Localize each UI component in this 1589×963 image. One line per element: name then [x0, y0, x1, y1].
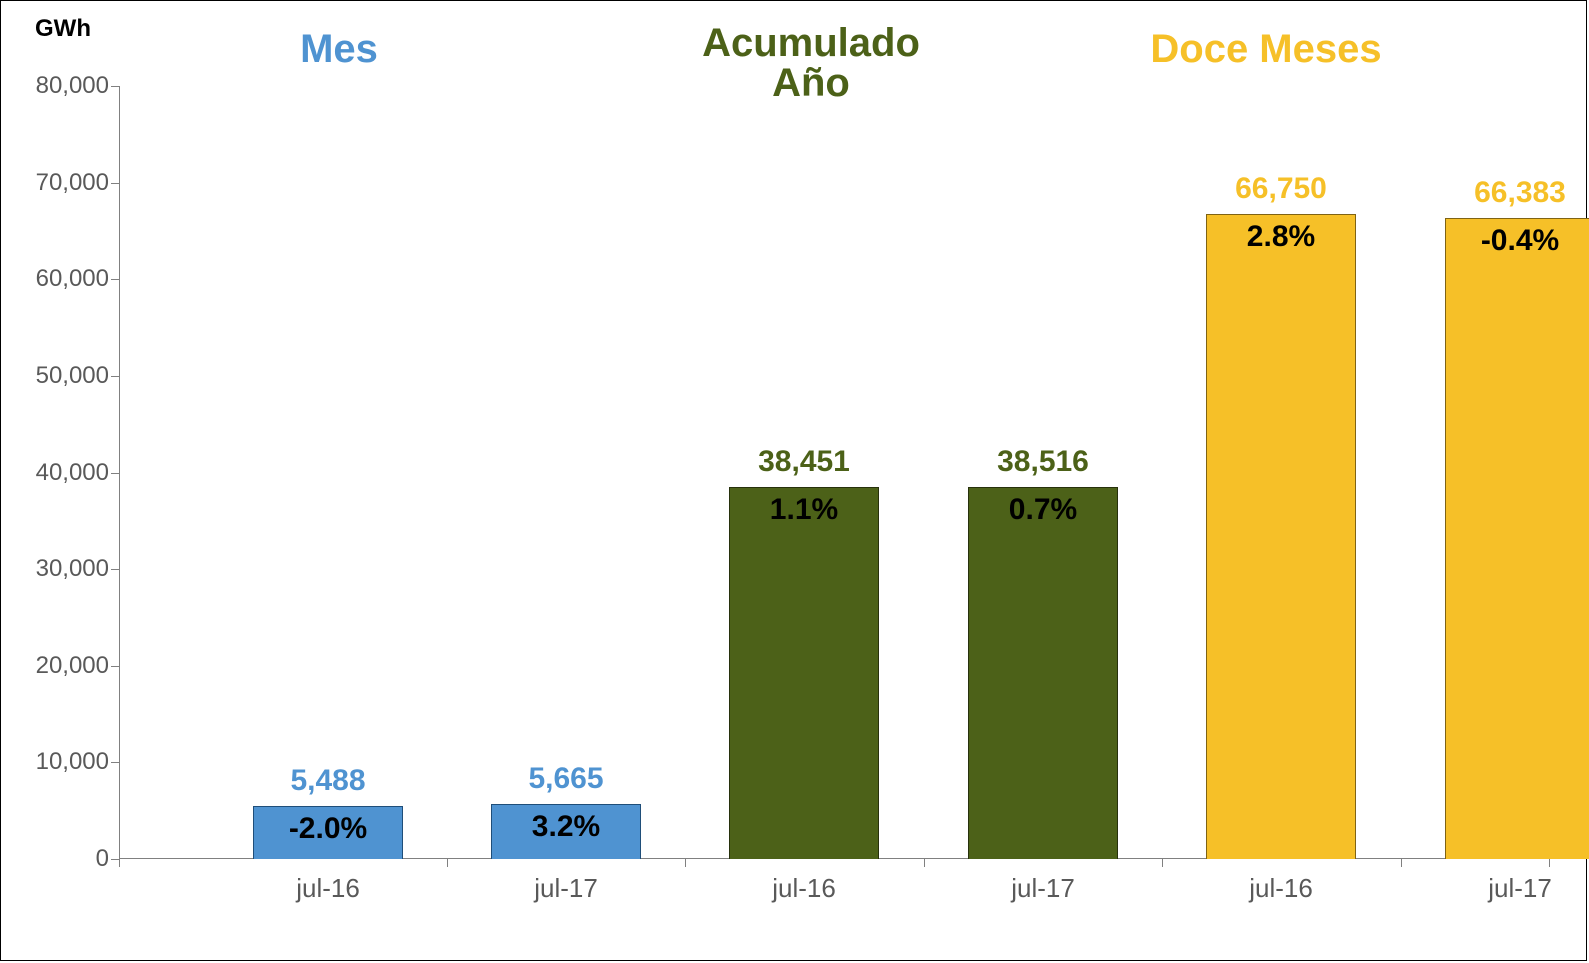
y-tick-mark [111, 183, 119, 184]
bar-value-label: 38,516 [933, 445, 1153, 479]
y-tick-label: 50,000 [19, 362, 109, 390]
y-tick-label: 80,000 [19, 72, 109, 100]
x-tick-mark [119, 859, 120, 867]
group-title: Doce Meses [1066, 29, 1466, 69]
bar-percent-label: -0.4% [1410, 224, 1589, 258]
x-category-label: jul-16 [1181, 873, 1381, 904]
bar-value-label: 66,750 [1171, 172, 1391, 206]
y-tick-label: 70,000 [19, 169, 109, 197]
bar [1445, 218, 1589, 859]
x-category-label: jul-16 [228, 873, 428, 904]
y-tick-label: 30,000 [19, 555, 109, 583]
y-tick-mark [111, 473, 119, 474]
y-tick-mark [111, 86, 119, 87]
bar-value-label: 38,451 [694, 445, 914, 479]
y-tick-label: 60,000 [19, 265, 109, 293]
x-tick-mark [1401, 859, 1402, 867]
bar-percent-label: 0.7% [933, 493, 1153, 527]
bar-value-label: 66,383 [1410, 176, 1589, 210]
bar-percent-label: 3.2% [456, 810, 676, 844]
group-title: Mes [139, 29, 539, 69]
y-tick-label: 10,000 [19, 748, 109, 776]
y-tick-label: 0 [19, 845, 109, 873]
y-tick-label: 20,000 [19, 652, 109, 680]
y-tick-mark [111, 279, 119, 280]
bar-value-label: 5,665 [456, 762, 676, 796]
x-category-label: jul-16 [704, 873, 904, 904]
x-tick-mark [924, 859, 925, 867]
bar-percent-label: 1.1% [694, 493, 914, 527]
y-tick-mark [111, 666, 119, 667]
y-tick-mark [111, 376, 119, 377]
y-tick-mark [111, 859, 119, 860]
bar-percent-label: 2.8% [1171, 220, 1391, 254]
bar [968, 487, 1118, 859]
x-tick-mark [447, 859, 448, 867]
x-tick-mark [685, 859, 686, 867]
bar [729, 487, 879, 859]
x-category-label: jul-17 [466, 873, 666, 904]
x-category-label: jul-17 [943, 873, 1143, 904]
bar [1206, 214, 1356, 859]
x-category-label: jul-17 [1420, 873, 1589, 904]
bar-percent-label: -2.0% [218, 812, 438, 846]
y-tick-label: 40,000 [19, 459, 109, 487]
y-axis-line [119, 86, 120, 859]
y-tick-mark [111, 762, 119, 763]
bar-value-label: 5,488 [218, 764, 438, 798]
chart-frame: GWh MesAcumulado AñoDoce Meses 010,00020… [0, 0, 1587, 961]
x-tick-mark [1162, 859, 1163, 867]
y-axis-title: GWh [35, 15, 91, 43]
y-tick-mark [111, 569, 119, 570]
x-tick-mark [1549, 859, 1550, 867]
